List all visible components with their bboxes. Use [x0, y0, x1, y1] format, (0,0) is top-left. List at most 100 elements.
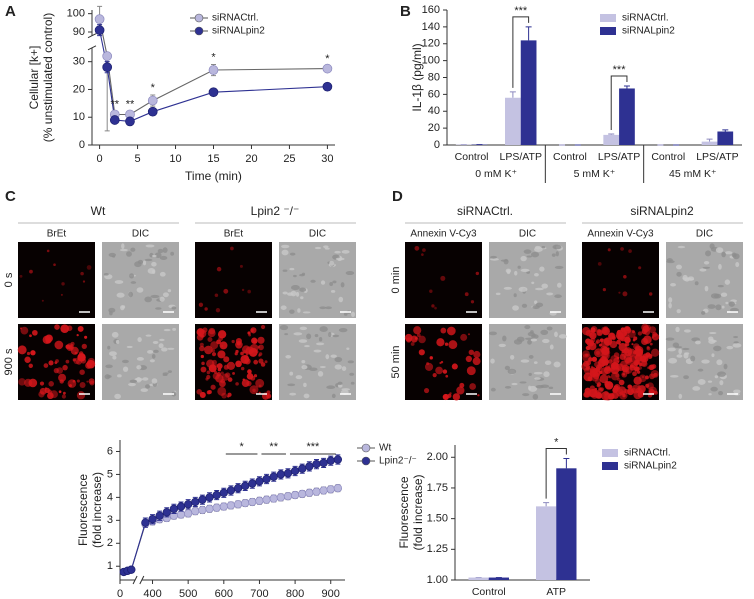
cell-signal: [62, 391, 66, 395]
cell-signal: [82, 280, 86, 283]
dic-cell: [683, 329, 691, 333]
legend-marker: [194, 13, 204, 23]
cell-signal: [475, 271, 480, 276]
bar: [505, 97, 521, 145]
dic-cell: [172, 327, 177, 331]
fluorescence-image: [195, 242, 272, 318]
dic-cell: [524, 324, 531, 330]
dic-cell: [733, 341, 739, 344]
row-label: 50 min: [390, 345, 402, 378]
cell-signal: [243, 354, 249, 360]
data-point: [226, 486, 236, 495]
dic-cell: [329, 281, 334, 287]
cell-signal: [41, 299, 44, 302]
cell-signal: [620, 247, 624, 251]
dic-cell: [301, 272, 306, 276]
cell-signal: [624, 344, 628, 347]
dic-cell: [109, 351, 117, 357]
dic-cell: [324, 247, 330, 250]
dic-cell: [557, 282, 562, 288]
significance-bracket: [545, 448, 567, 499]
dic-cell: [163, 328, 171, 332]
cell-signal: [54, 340, 64, 350]
cell-signal: [645, 383, 650, 388]
dic-cell: [319, 365, 326, 369]
cell-signal: [618, 391, 628, 400]
cell-signal: [607, 248, 611, 252]
cell-signal: [594, 348, 603, 358]
dic-cell: [323, 245, 329, 249]
dic-cell: [159, 296, 165, 302]
cell-signal: [440, 275, 446, 281]
cell-signal: [626, 361, 629, 365]
cell-signal: [628, 249, 632, 253]
cell-signal: [633, 359, 640, 366]
cell-signal: [242, 378, 246, 381]
legend-swatch: [600, 14, 616, 22]
dic-cell: [528, 354, 534, 359]
dic-cell: [675, 326, 680, 333]
dic-cell: [554, 265, 564, 269]
cell-signal: [470, 300, 475, 304]
data-point: [184, 509, 193, 518]
error-bar: [525, 26, 532, 41]
dic-cell: [670, 282, 676, 287]
dic-cell: [144, 296, 152, 303]
cell-signal: [432, 373, 437, 378]
cell-signal: [424, 362, 434, 371]
cell-signal: [258, 358, 264, 364]
cell-signal: [590, 365, 594, 369]
data-point: [205, 493, 214, 502]
dic-cell: [340, 282, 345, 288]
y-tick-label: 1.75: [427, 482, 448, 494]
dic-cell: [167, 289, 172, 293]
dic-cell: [542, 338, 550, 344]
dic-cell: [281, 244, 290, 249]
cell-signal: [610, 355, 619, 364]
cell-signal: [616, 363, 624, 372]
dic-cell: [301, 364, 308, 370]
dic-cell: [313, 349, 322, 353]
cell-signal: [645, 375, 649, 380]
dic-cell: [710, 386, 718, 392]
column-header: DIC: [309, 229, 326, 240]
cell-signal: [19, 274, 23, 278]
data-point: [326, 485, 335, 494]
dic-cell: [711, 353, 715, 358]
data-point: [176, 502, 186, 511]
cell-signal: [234, 352, 238, 356]
data-point: [333, 455, 343, 464]
group-header: Wt: [91, 204, 106, 218]
cell-signal: [638, 266, 642, 270]
dic-cell: [539, 266, 545, 272]
cell-signal: [215, 307, 221, 313]
cell-signal: [61, 282, 65, 286]
dic-cell: [341, 366, 347, 371]
data-point: [283, 469, 293, 478]
data-point: [147, 95, 158, 106]
y-tick-label: 100: [422, 55, 440, 67]
dic-cell: [526, 255, 533, 258]
dic-cell: [554, 331, 558, 338]
dic-cell: [527, 339, 532, 345]
cell-signal: [472, 357, 481, 366]
data-point: [212, 490, 221, 500]
dic-cell: [285, 355, 292, 359]
cell-signal: [632, 330, 635, 334]
cell-signal: [227, 377, 233, 382]
significance-label: **: [269, 441, 278, 453]
dic-cell: [715, 247, 724, 254]
cell-signal: [24, 356, 31, 363]
significance-label: *: [211, 51, 216, 63]
significance-bracket: [610, 75, 628, 131]
cell-signal: [414, 245, 420, 251]
cell-signal: [618, 379, 625, 386]
data-point: [198, 495, 207, 504]
cell-signal: [242, 345, 251, 354]
data-point: [169, 504, 179, 514]
dic-cell: [346, 347, 350, 350]
legend-swatch: [602, 449, 618, 457]
cell-signal: [196, 333, 204, 341]
cell-signal: [39, 381, 45, 386]
cell-signal: [214, 370, 218, 374]
